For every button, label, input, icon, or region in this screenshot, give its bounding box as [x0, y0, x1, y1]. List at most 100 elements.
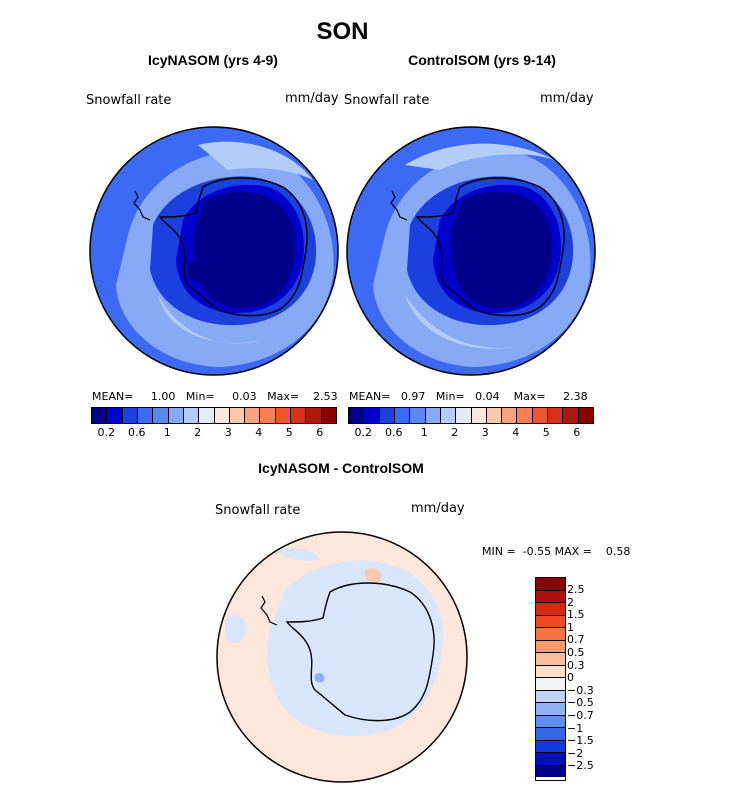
colorbar-controlsom [348, 407, 594, 424]
colorbar-level-label: 0.5 [567, 645, 585, 659]
colorbar-ticks-icynasom: 0.2 0.6 1 2 3 4 5 6 [91, 426, 335, 439]
colorbar-swatch [107, 408, 123, 423]
colorbar-swatch [532, 408, 549, 423]
antarctica-coastline [285, 582, 435, 722]
colorbar-swatch [456, 408, 472, 423]
snowfall-difference-map [216, 531, 468, 783]
snowfall-map-controlsom [346, 126, 596, 376]
colorbar-tick-label: 0.2 [97, 426, 116, 439]
colorbar-swatch [275, 408, 292, 423]
colorbar-swatch [425, 408, 441, 423]
colorbar-swatch [536, 628, 565, 641]
figure-title: SON [316, 18, 369, 45]
negative-anomaly-patch [225, 614, 247, 644]
positive-anomaly-patch [364, 568, 382, 583]
colorbar-tick-label: 1 [163, 426, 171, 439]
antarctica-coastline [415, 177, 565, 317]
colorbar-swatch [536, 603, 565, 616]
colorbar-swatch [536, 665, 565, 678]
panel-2-title: ControlSOM (yrs 9-14) [408, 52, 556, 68]
colorbar-swatch [536, 753, 565, 766]
colorbar-swatch [517, 408, 533, 423]
colorbar-swatch [349, 408, 365, 423]
panel-2-variable: Snowfall rate [344, 93, 430, 108]
colorbar-swatch [410, 408, 426, 423]
ice-sheet-interior [450, 191, 553, 309]
ross-sea-low [188, 258, 216, 284]
colorbar-swatch [440, 408, 457, 423]
colorbar-level-label: −1.5 [567, 734, 594, 748]
colorbar-swatch [199, 408, 215, 423]
colorbar-swatch [536, 615, 565, 628]
snowfall-map-icynasom [89, 126, 339, 376]
colorbar-level-label: −1 [567, 721, 584, 735]
colorbar-swatch [536, 740, 565, 753]
colorbar-ticks-controlsom: 0.2 0.6 1 2 3 4 5 6 [348, 426, 592, 439]
colorbar-swatch [214, 408, 230, 423]
colorbar-swatch [137, 408, 154, 423]
colorbar-swatch [92, 408, 108, 423]
colorbar-swatch [536, 640, 565, 653]
colorbar-swatch [364, 408, 380, 423]
colorbar-swatch [168, 408, 184, 423]
colorbar-swatch [245, 408, 261, 423]
colorbar-swatch [471, 408, 487, 423]
negative-anomaly-spot [314, 672, 325, 683]
colorbar-swatch [260, 408, 276, 423]
panel-1-variable: Snowfall rate [86, 93, 172, 108]
colorbar-labels-difference: 2.5 2 1.5 1 0.7 0.5 0.3 0 −0.3 −0.5 −0.7 −1 −1.5 −2 −2… [567, 583, 594, 773]
colorbar-swatch [536, 765, 565, 777]
colorbar-level-label: −2.5 [567, 759, 594, 773]
colorbar-tick-label: 3 [224, 426, 232, 439]
colorbar-swatch [306, 408, 322, 423]
colorbar-level-label: −0.5 [567, 696, 594, 710]
colorbar-swatch [486, 408, 503, 423]
colorbar-tick-label: 6 [316, 426, 324, 439]
colorbar-level-label: 0.3 [567, 658, 585, 672]
colorbar-level-label: 2.5 [567, 583, 585, 596]
colorbar-tick-label: 2 [194, 426, 202, 439]
antarctic-peninsula-outline [133, 190, 151, 221]
colorbar-tick-label: 0.2 [354, 426, 373, 439]
colorbar-swatch [536, 728, 565, 741]
colorbar-level-label: 1.5 [567, 608, 585, 622]
colorbar-swatch [536, 703, 565, 716]
light-snowfall-band [405, 143, 555, 170]
colorbar-swatch [122, 408, 138, 423]
colorbar-swatch [291, 408, 307, 423]
colorbar-swatch [502, 408, 518, 423]
antarctic-peninsula-outline [390, 190, 408, 221]
colorbar-icynasom [91, 407, 337, 424]
colorbar-swatch [536, 653, 565, 666]
colorbar-swatch [183, 408, 200, 423]
colorbar-swatch [548, 408, 564, 423]
panel-1-stats: MEAN= 1.00 Min= 0.03 Max= 2.53 [92, 390, 338, 403]
colorbar-tick-label: 5 [542, 426, 550, 439]
colorbar-tick-label: 5 [285, 426, 293, 439]
light-snowfall-band [198, 141, 313, 180]
colorbar-swatch [536, 590, 565, 603]
negative-anomaly-patch-2 [275, 548, 320, 561]
colorbar-tick-label: 4 [512, 426, 520, 439]
antarctic-peninsula-outline [260, 595, 278, 626]
colorbar-tick-label: 4 [255, 426, 263, 439]
colorbar-level-label: 1 [567, 620, 574, 634]
colorbar-level-label: 0.7 [567, 633, 585, 647]
panel-1-units: mm/day [285, 91, 339, 106]
colorbar-swatch [536, 690, 565, 703]
colorbar-level-label: 0 [567, 671, 574, 685]
colorbar-tick-label: 0.6 [128, 426, 146, 439]
panel-3-title: IcyNASOM - ControlSOM [258, 460, 424, 476]
colorbar-tick-label: 2 [451, 426, 459, 439]
colorbar-swatch [536, 678, 565, 691]
colorbar-swatch [379, 408, 395, 423]
panel-3-units: mm/day [411, 501, 465, 516]
colorbar-tick-label: 1 [420, 426, 428, 439]
colorbar-level-label: −2 [567, 746, 584, 760]
negative-anomaly-region [267, 560, 444, 737]
colorbar-swatch [321, 408, 336, 423]
colorbar-tick-label: 6 [573, 426, 581, 439]
ice-sheet-interior [193, 191, 296, 309]
panel-2-stats: MEAN= 0.97 Min= 0.04 Max= 2.38 [349, 390, 588, 403]
antarctica-coastline [158, 177, 308, 317]
